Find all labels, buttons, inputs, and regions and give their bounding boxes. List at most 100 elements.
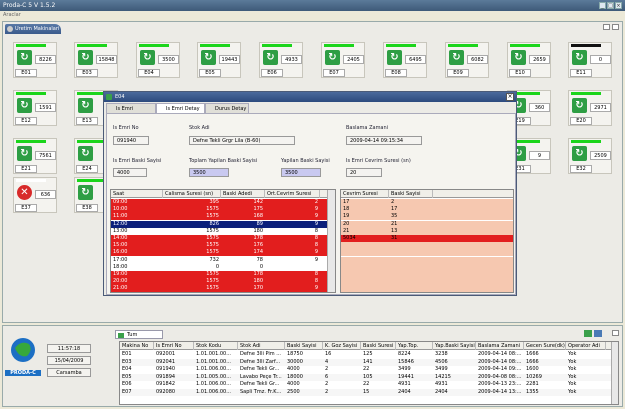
table-cell: 1600 [526,366,539,372]
tab-tum-makinalar[interactable]: Tum Makinalar [115,330,163,347]
table-row[interactable]: E04 091940 1.01.006.00... Defne Tekli Gr...… [120,366,618,373]
table-cell: 2009-04-14 09:... [478,366,522,372]
table-cell: E04 [122,366,132,372]
column-header[interactable]: Yap.Top. Baski [396,342,433,357]
machine-tile[interactable]: ↻ 19443 E05 [197,42,241,78]
scrollbar[interactable] [611,342,618,404]
machine-tile[interactable]: ↻ 2509 E32 [568,138,612,174]
maximize-button[interactable]: □ [607,2,614,9]
machine-tile[interactable]: ↻ 7561 E21 [13,138,57,174]
table-row[interactable]: E06 091842 1.01.006.00... Defne Tekli Gr...… [120,381,618,388]
table-row[interactable]: 14:00 1575 178 8 [111,235,327,242]
table-cell: 8 [314,227,318,234]
table-row[interactable]: 19 35 [341,213,513,221]
table-row[interactable]: 09:00 395 142 2 [111,199,327,206]
machine-tile[interactable]: ↻ 6082 E09 [445,42,489,78]
column-header[interactable]: K. Goz Sayisi [323,342,361,350]
table-row[interactable]: 11:00 1575 168 9 [111,213,327,221]
column-header[interactable]: Stok Adi [238,342,285,350]
table-row[interactable]: 21:00 1575 170 9 [111,285,327,293]
column-header[interactable]: Gecen Sure(dk) [526,342,566,350]
table-row[interactable]: 17:00 732 78 9 [111,256,327,264]
table-row[interactable]: 17 2 [341,199,513,206]
column-header[interactable]: Baski Adedi [221,190,265,198]
table-cell: 21:00 [113,285,128,292]
table-row[interactable]: 10:00 1575 175 9 [111,206,327,214]
table-cell: 2 [391,199,395,205]
column-header[interactable]: Stok Kodu [194,342,238,350]
column-header[interactable]: Baski Sayisi [389,190,433,198]
tab-durus-detay[interactable]: Durus Detay [205,103,249,113]
column-header[interactable]: Makina No [120,342,154,350]
table-row[interactable]: 21 13 [341,227,513,235]
tab-is-emri-detay[interactable]: Is Emri Detay [156,103,205,113]
status-bar [571,92,601,95]
table-row[interactable]: 12:00 826 89 9 [111,220,327,228]
table-row[interactable]: 18:00 0 0 [111,263,327,271]
export-icon[interactable] [584,330,592,337]
column-header[interactable]: Baski Suresi [361,342,396,350]
machine-tile[interactable]: ↻ 2971 E20 [568,90,612,126]
column-header[interactable]: Saat [111,190,163,198]
table-row[interactable] [341,263,513,271]
table-cell: 2009-04-14 13:... [478,388,522,395]
scrollbar[interactable] [327,190,335,292]
table-row[interactable]: E01 092001 1.01.001.00... Defne 3lli Pim ..… [120,351,618,358]
menu-araclar[interactable]: Araclar [3,12,21,18]
column-header[interactable]: Baski Sayisi [285,342,323,350]
table-row[interactable]: 19:00 1575 178 8 [111,271,327,278]
machine-tile[interactable]: ↻ 2405 E07 [321,42,365,78]
table-row[interactable]: E03 092041 1.01.001.00... Defne 3lli Zarf..… [120,358,618,366]
table-row[interactable] [341,278,513,286]
table-row[interactable]: E05 091894 1.01.005.00... Lavabo Peçe Tr...… [120,373,618,381]
machine-tile[interactable]: ↻ 15848 E03 [74,42,118,78]
print-icon[interactable] [594,330,602,337]
baski-sayisi-label: Is Emri Baski Sayisi [113,158,162,164]
machine-tile[interactable]: ↻ 2659 E10 [507,42,551,78]
table-cell: 8 [314,278,318,285]
machine-tile[interactable]: ↻ 6495 E08 [383,42,427,78]
cevrim-label: Is Emri Cevrim Suresi (sn) [346,158,411,164]
column-header[interactable]: Baslama Zamani [476,342,524,350]
column-header[interactable]: Ort.Cevrim Suresi [265,190,320,198]
close-window-button[interactable]: × [615,2,622,9]
column-header[interactable]: Cevrim Suresi [341,190,389,198]
table-cell: 125 [363,351,373,357]
table-row[interactable]: 18 17 [341,206,513,214]
tab-is-emri-islemleri[interactable]: Is Emri Islemleri [106,103,156,122]
machine-tile[interactable]: ↻ 4933 E06 [259,42,303,78]
panel-maximize-icon[interactable] [612,330,619,336]
table-row[interactable] [341,242,513,250]
table-row[interactable]: E07 092080 1.01.006.00... Sapli Tmz. Fr.K..… [120,388,618,396]
table-row[interactable]: 5034 31 [341,235,513,242]
table-row[interactable]: 15:00 1575 176 8 [111,242,327,250]
table-row[interactable]: 13:00 1575 180 8 [111,227,327,235]
status-bar [571,140,601,143]
status-bar [16,92,46,95]
status-bar [77,44,107,47]
column-header[interactable]: Yap.Baski Sayisi [435,342,476,350]
machine-tile[interactable]: ↻ 1591 E12 [13,90,57,126]
column-header[interactable]: Calisma Suresi (sn) [163,190,221,198]
table-row[interactable]: 20 21 [341,220,513,228]
status-bar [571,44,601,47]
machine-tile[interactable]: ↻ 0 E11 [568,42,612,78]
table-row[interactable]: 16:00 1575 174 9 [111,249,327,257]
minimize-button[interactable]: _ [599,2,606,9]
panel-minimize-icon[interactable] [603,24,610,30]
table-cell: E07 [122,388,132,395]
column-header[interactable]: Is Emri No [154,342,194,350]
panel-maximize-icon[interactable] [612,24,619,30]
table-row[interactable]: 20:00 1575 180 8 [111,278,327,286]
table-row[interactable] [341,271,513,278]
table-row[interactable] [341,249,513,257]
dialog-close-button[interactable]: × [506,93,514,101]
tab-uretim-makinalari[interactable]: Uretim Makinalari [5,24,61,34]
machine-tile[interactable]: ↻ 8226 E01 [13,42,57,78]
machine-tile[interactable]: ↻ 3500 E04 [136,42,180,78]
table-row[interactable] [341,256,513,264]
machine-name: E37 [15,204,37,212]
table-row[interactable] [341,285,513,293]
machine-tile[interactable]: ✕ 636 E37 [13,177,57,213]
column-header[interactable]: Operator Adi [566,342,606,350]
